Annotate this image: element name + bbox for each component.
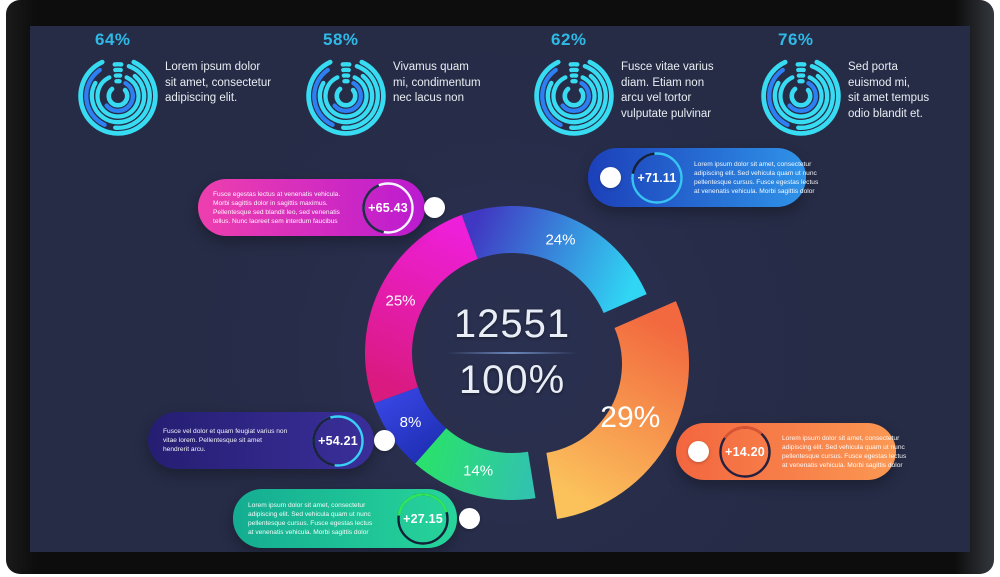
donut-segment bbox=[415, 428, 536, 500]
donut-segment-label: 25% bbox=[386, 293, 416, 310]
stat-percent: 64% bbox=[95, 30, 131, 49]
callout-card-orange: +14.20 Lorem ipsum dolor sit amet, conse… bbox=[676, 423, 906, 480]
stat-text: Vivamus quam mi, condimentum nec lacus n… bbox=[393, 61, 481, 104]
value-ring: +65.43 bbox=[361, 181, 415, 235]
progress-ring-icon bbox=[719, 425, 771, 478]
donut-segment-label: 8% bbox=[400, 414, 422, 431]
callout-card-indigo: Fusce vel dolor et quam feugiat varius n… bbox=[148, 412, 395, 469]
value-ring: +71.11 bbox=[630, 151, 684, 205]
stat-percent: 58% bbox=[323, 30, 359, 49]
concentric-arcs-icon bbox=[761, 59, 841, 136]
donut-segment-label: 24% bbox=[545, 231, 575, 248]
donut-center-value: 12551 bbox=[453, 302, 571, 346]
donut-segment bbox=[461, 206, 647, 313]
card-value: +54.21 bbox=[318, 433, 358, 448]
donut-segment bbox=[365, 214, 478, 404]
progress-ring-icon bbox=[312, 414, 364, 467]
bullet-dot bbox=[459, 508, 480, 529]
callout-card-blue: +71.11 Lorem ipsum dolor sit amet, conse… bbox=[588, 148, 818, 207]
progress-ring-icon bbox=[362, 181, 414, 234]
value-ring: +27.15 bbox=[396, 492, 450, 546]
stat-item-4: 76% Sed porta euismod mi, sit amet tempu… bbox=[760, 30, 970, 140]
progress-ring-icon bbox=[397, 492, 449, 545]
card-text: Lorem ipsum dolor sit amet, consectetur … bbox=[782, 434, 907, 469]
dashboard-screen: 64% Lorem ipsum dolor sit amet, consecte… bbox=[30, 26, 970, 552]
bullet-dot bbox=[600, 167, 621, 188]
stat-item-2: 58% Vivamus quam mi, condimentum nec lac… bbox=[305, 30, 527, 140]
concentric-arcs-icon bbox=[306, 59, 386, 136]
stat-item-3: 62% Fusce vitae varius diam. Etiam non a… bbox=[533, 30, 755, 140]
donut-segment-label: 29% bbox=[600, 401, 660, 434]
stat-percent: 62% bbox=[551, 30, 587, 49]
donut-chart: 24% 14% 8% 25% 29% bbox=[365, 206, 690, 519]
card-text: Fusce vel dolor et quam feugiat varius n… bbox=[163, 428, 288, 453]
stat-text: Sed porta euismod mi, sit amet tempus od… bbox=[848, 61, 930, 120]
stat-percent: 76% bbox=[778, 30, 814, 49]
concentric-arcs-icon bbox=[534, 59, 614, 136]
divider-line bbox=[447, 352, 577, 354]
value-ring: +54.21 bbox=[311, 414, 365, 468]
card-value: +27.15 bbox=[403, 511, 443, 526]
bullet-dot bbox=[424, 197, 445, 218]
stat-text: Lorem ipsum dolor sit amet, consectetur … bbox=[165, 61, 272, 104]
stat-text: Fusce vitae varius diam. Etiam non arcu … bbox=[621, 61, 714, 120]
progress-ring-icon bbox=[631, 151, 683, 204]
card-text: Fusce egestas lectus at venenatis vehicu… bbox=[213, 190, 341, 225]
card-value: +14.20 bbox=[725, 444, 765, 459]
donut-center-label: 12551 100% bbox=[402, 302, 622, 403]
card-value: +65.43 bbox=[368, 200, 408, 215]
donut-segment bbox=[373, 387, 447, 464]
callout-card-magenta: Fusce egestas lectus at venenatis vehicu… bbox=[198, 179, 445, 236]
concentric-arcs-icon bbox=[78, 59, 158, 136]
value-ring: +14.20 bbox=[718, 425, 772, 479]
donut-segment bbox=[546, 301, 690, 519]
donut-center-percent: 100% bbox=[458, 358, 566, 402]
donut-segment-label: 14% bbox=[463, 463, 493, 480]
callout-card-green: Lorem ipsum dolor sit amet, consectetur … bbox=[233, 489, 480, 548]
bullet-dot bbox=[374, 430, 395, 451]
monitor-bezel: 64% Lorem ipsum dolor sit amet, consecte… bbox=[6, 0, 994, 574]
card-text: Lorem ipsum dolor sit amet, consectetur … bbox=[694, 160, 819, 195]
card-value: +71.11 bbox=[637, 170, 677, 185]
card-text: Lorem ipsum dolor sit amet, consectetur … bbox=[248, 501, 373, 536]
bullet-dot bbox=[688, 441, 709, 462]
stat-item-1: 64% Lorem ipsum dolor sit amet, consecte… bbox=[77, 30, 299, 140]
